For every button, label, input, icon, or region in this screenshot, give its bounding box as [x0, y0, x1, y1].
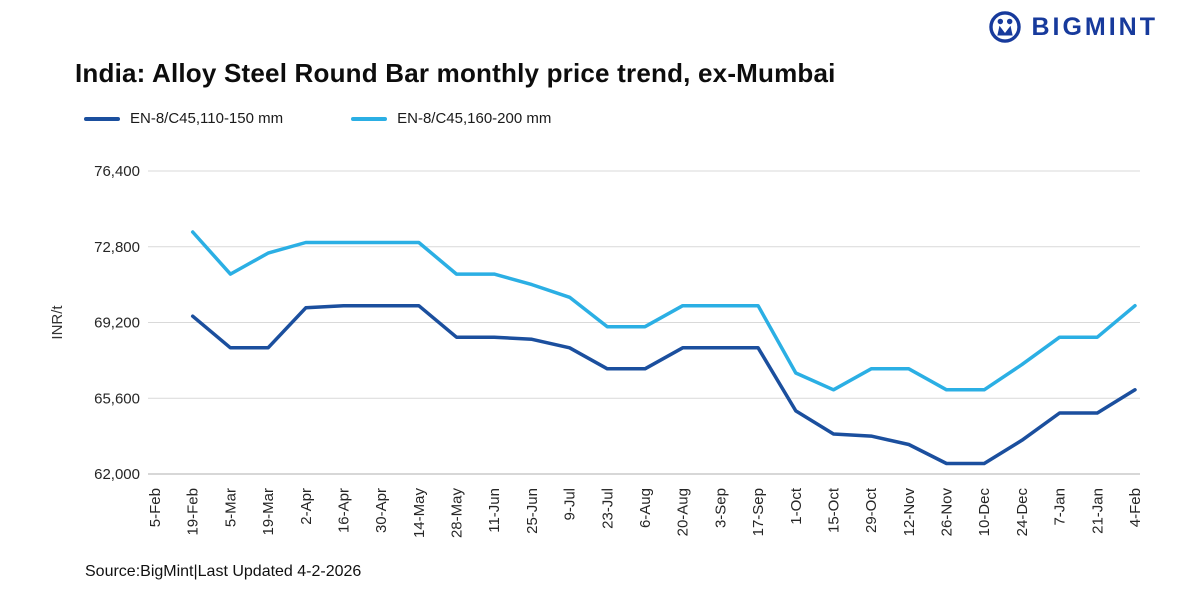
x-tick-label: 11-Jun	[486, 488, 503, 533]
y-tick-label: 65,600	[94, 390, 140, 407]
series-line-2	[190, 230, 1137, 392]
x-tick-label: 26-Nov	[939, 488, 956, 537]
x-tick-label: 10-Dec	[976, 488, 993, 537]
y-tick-label: 72,800	[94, 239, 140, 256]
y-tick-label: 62,000	[94, 466, 140, 483]
x-tick-label: 7-Jan	[1052, 488, 1069, 526]
x-tick-label: 14-May	[411, 488, 428, 539]
x-tick-label: 3-Sep	[712, 488, 729, 528]
y-tick-label: 69,200	[94, 315, 140, 332]
x-tick-label: 15-Oct	[825, 487, 842, 533]
x-tick-label: 29-Oct	[863, 487, 880, 533]
x-tick-label: 16-Apr	[335, 488, 352, 533]
x-tick-label: 19-Mar	[260, 488, 277, 536]
x-tick-label: 9-Jul	[562, 488, 579, 521]
x-tick-label: 4-Feb	[1127, 488, 1144, 527]
series-2-line-swatch	[351, 116, 388, 121]
brand-name: BIGMINT	[1031, 13, 1158, 41]
x-tick-label: 6-Aug	[637, 488, 654, 528]
source-note: Source:BigMint|Last Updated 4-2-2026	[85, 563, 362, 580]
series-1-line-swatch	[84, 116, 120, 121]
x-tick-label: 30-Apr	[373, 488, 390, 533]
x-tick-label: 28-May	[449, 488, 466, 539]
legend-item-series-1: EN-8/C45,110-150 mm	[84, 110, 283, 127]
legend-item-series-2: EN-8/C45,160-200 mm	[351, 110, 551, 127]
chart-legend: EN-8/C45,110-150 mm EN-8/C45,160-200 mm	[84, 110, 551, 127]
chart-title: India: Alloy Steel Round Bar monthly pri…	[75, 58, 836, 88]
x-tick-label: 19-Feb	[185, 488, 202, 536]
series-line-1	[190, 303, 1137, 466]
series-2-label: EN-8/C45,160-200 mm	[397, 110, 552, 127]
x-tick-label: 12-Nov	[901, 488, 918, 537]
x-tick-label: 17-Sep	[750, 488, 767, 536]
series-1-label: EN-8/C45,110-150 mm	[130, 110, 284, 127]
x-tick-label: 24-Dec	[1014, 488, 1031, 537]
x-tick-label: 5-Feb	[147, 488, 164, 527]
x-tick-label: 21-Jan	[1089, 488, 1106, 534]
price-trend-line-chart: 62,000 65,600 69,200 72,800 76,400 5-Feb 19-Fe…	[49, 163, 1144, 539]
x-tick-label: 1-Oct	[788, 487, 805, 525]
x-tick-label: 5-Mar	[222, 488, 239, 527]
bigmint-logo-icon	[989, 11, 1022, 43]
x-tick-label: 23-Jul	[599, 488, 616, 529]
x-tick-label: 2-Apr	[298, 488, 315, 525]
y-axis-title: INR/t	[49, 305, 66, 340]
x-tick-label: 25-Jun	[524, 488, 541, 534]
x-tick-label: 20-Aug	[675, 488, 692, 536]
y-tick-label: 76,400	[94, 163, 140, 180]
brand-logo: BIGMINT	[988, 10, 1158, 44]
